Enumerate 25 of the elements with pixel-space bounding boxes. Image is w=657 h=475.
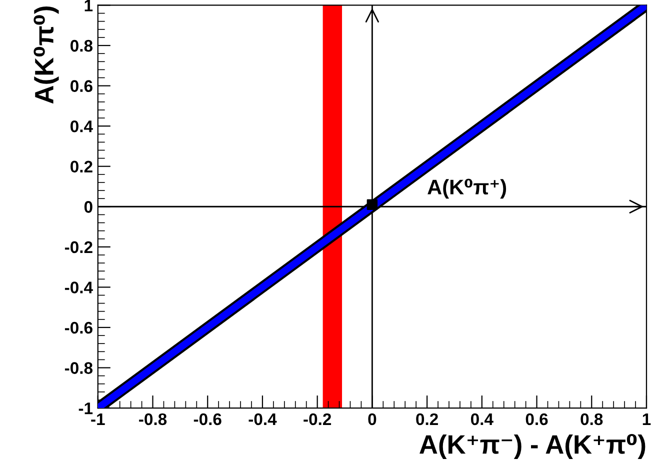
- x-tick-label: 0.2: [416, 413, 438, 426]
- y-tick-label: 0: [84, 201, 92, 213]
- y-tick-label: -0.8: [64, 362, 93, 374]
- x-tick-label: -0.6: [194, 413, 222, 426]
- x-tick-label: 0.8: [580, 413, 603, 426]
- x-tick-label: 0.4: [470, 413, 494, 426]
- y-tick-label: -1: [78, 402, 93, 414]
- y-axis-title: A(K⁰π⁰): [34, 6, 59, 104]
- y-tick-label: 0.6: [70, 80, 92, 92]
- y-tick-label: 0.8: [70, 40, 93, 52]
- x-axis-title: A(K⁺π⁻) - A(K⁺π⁰): [420, 434, 646, 460]
- x-tick-label: -0.4: [248, 413, 277, 426]
- x-tick-label: -1: [91, 414, 105, 425]
- y-tick-label: 0.4: [70, 120, 93, 132]
- y-tick-label: -0.2: [64, 241, 92, 254]
- y-tick-label: 0.2: [70, 160, 92, 173]
- x-tick-label: -0.2: [304, 413, 332, 426]
- ref-line-label: A(K⁰π⁺): [428, 178, 506, 199]
- x-tick-label: -0.8: [139, 413, 167, 426]
- x-tick-label: 0: [368, 413, 376, 426]
- y-tick-label: 1: [84, 0, 93, 12]
- y-tick-label: -0.4: [64, 282, 93, 294]
- x-tick-label: 0.6: [526, 413, 548, 426]
- x-tick-label: 1: [642, 414, 651, 425]
- y-tick-label: -0.6: [64, 322, 92, 334]
